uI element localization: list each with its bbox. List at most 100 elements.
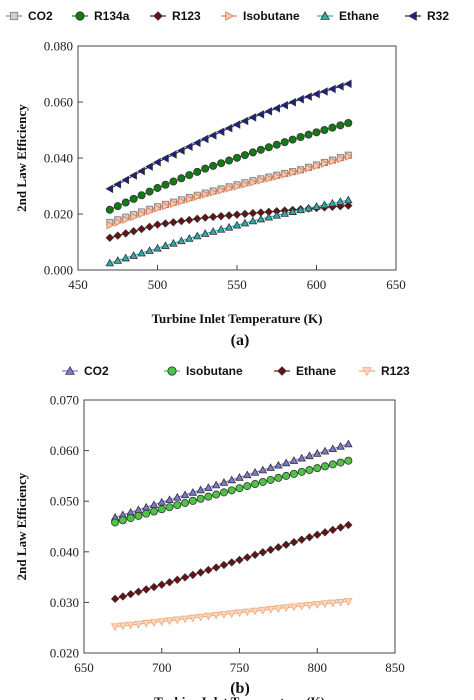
data-point: [217, 186, 226, 195]
data-point: [208, 227, 218, 235]
data-point: [248, 148, 257, 157]
data-point: [121, 175, 129, 185]
series-isobutane: [111, 456, 353, 527]
data-point: [142, 585, 151, 594]
data-point: [219, 611, 229, 619]
data-point: [249, 178, 258, 187]
data-point: [288, 135, 297, 144]
data-point: [240, 151, 249, 160]
y-tick-label: 0.080: [44, 39, 73, 54]
legend-label: CO2: [28, 9, 53, 23]
series-co2: [110, 439, 353, 521]
data-point: [105, 233, 114, 242]
data-point: [118, 592, 128, 601]
data-point: [192, 231, 202, 240]
data-point: [281, 458, 291, 467]
legend-entry-co2: CO2: [6, 9, 53, 23]
data-point: [304, 130, 313, 139]
data-point: [105, 184, 114, 194]
data-point: [216, 127, 225, 137]
data-point: [196, 494, 205, 503]
data-point: [280, 138, 289, 147]
data-point: [165, 578, 174, 587]
data-point: [328, 444, 338, 453]
y-tick-label: 0.020: [50, 646, 79, 661]
y-tick-label: 0.040: [44, 151, 73, 166]
data-point: [289, 603, 299, 612]
data-point: [266, 545, 275, 554]
data-point: [153, 220, 162, 229]
legend-entry-r123: R123: [359, 364, 410, 378]
data-point: [243, 608, 252, 617]
data-point: [273, 172, 282, 181]
data-point: [264, 107, 273, 116]
data-point: [169, 177, 178, 186]
legend-marker: [407, 11, 417, 21]
data-point: [227, 610, 236, 618]
y-axis-label: 2nd Law Efficiency: [14, 472, 29, 580]
data-point: [192, 138, 201, 148]
data-point: [343, 79, 352, 89]
data-point: [146, 206, 154, 216]
data-point: [344, 456, 353, 465]
data-point: [248, 216, 258, 225]
data-point: [272, 104, 281, 113]
legend-marker: [277, 366, 287, 376]
data-point: [289, 168, 298, 177]
data-point: [211, 611, 221, 620]
data-point: [305, 163, 313, 173]
data-point: [111, 518, 120, 527]
x-tick-label: 500: [148, 277, 168, 292]
series-ethane: [105, 195, 353, 267]
data-point: [296, 94, 304, 104]
data-point: [281, 540, 291, 549]
data-point: [209, 161, 218, 170]
data-point: [328, 599, 338, 608]
data-point: [256, 145, 265, 154]
data-point: [328, 525, 337, 535]
x-tick-label: 800: [308, 660, 328, 675]
data-point: [304, 92, 312, 101]
legend-label: R123: [172, 9, 201, 23]
data-point: [274, 460, 283, 469]
legend-entry-r134a: R134a: [72, 9, 130, 23]
data-point: [216, 211, 226, 221]
data-point: [177, 216, 186, 226]
data-point: [204, 483, 213, 491]
data-point: [126, 621, 135, 630]
data-point: [157, 505, 166, 514]
data-point: [320, 600, 330, 609]
data-point: [180, 615, 190, 624]
data-point: [121, 253, 130, 262]
data-point: [185, 215, 194, 225]
data-point: [328, 460, 337, 469]
data-point: [208, 131, 217, 140]
data-point: [312, 601, 322, 609]
data-point: [212, 563, 221, 572]
legend-marker: [225, 11, 235, 21]
data-point: [134, 511, 143, 520]
data-point: [232, 210, 242, 219]
data-point: [250, 607, 260, 616]
data-point: [258, 477, 267, 486]
data-point: [209, 188, 218, 197]
data-point: [137, 191, 146, 200]
data-point: [178, 197, 186, 206]
legend-label: Isobutane: [186, 364, 243, 378]
data-point: [235, 484, 244, 493]
data-point: [232, 153, 241, 162]
data-point: [173, 575, 182, 584]
data-point: [157, 497, 167, 506]
data-point: [224, 222, 234, 231]
data-point: [126, 589, 135, 599]
x-tick-label: 750: [230, 660, 250, 675]
data-point: [165, 503, 174, 512]
data-point: [274, 605, 283, 613]
data-point: [235, 555, 244, 565]
data-point: [169, 238, 178, 247]
data-point: [145, 162, 153, 171]
legend-label: R134a: [94, 9, 130, 23]
y-tick-label: 0.000: [44, 263, 73, 278]
data-point: [176, 146, 185, 155]
